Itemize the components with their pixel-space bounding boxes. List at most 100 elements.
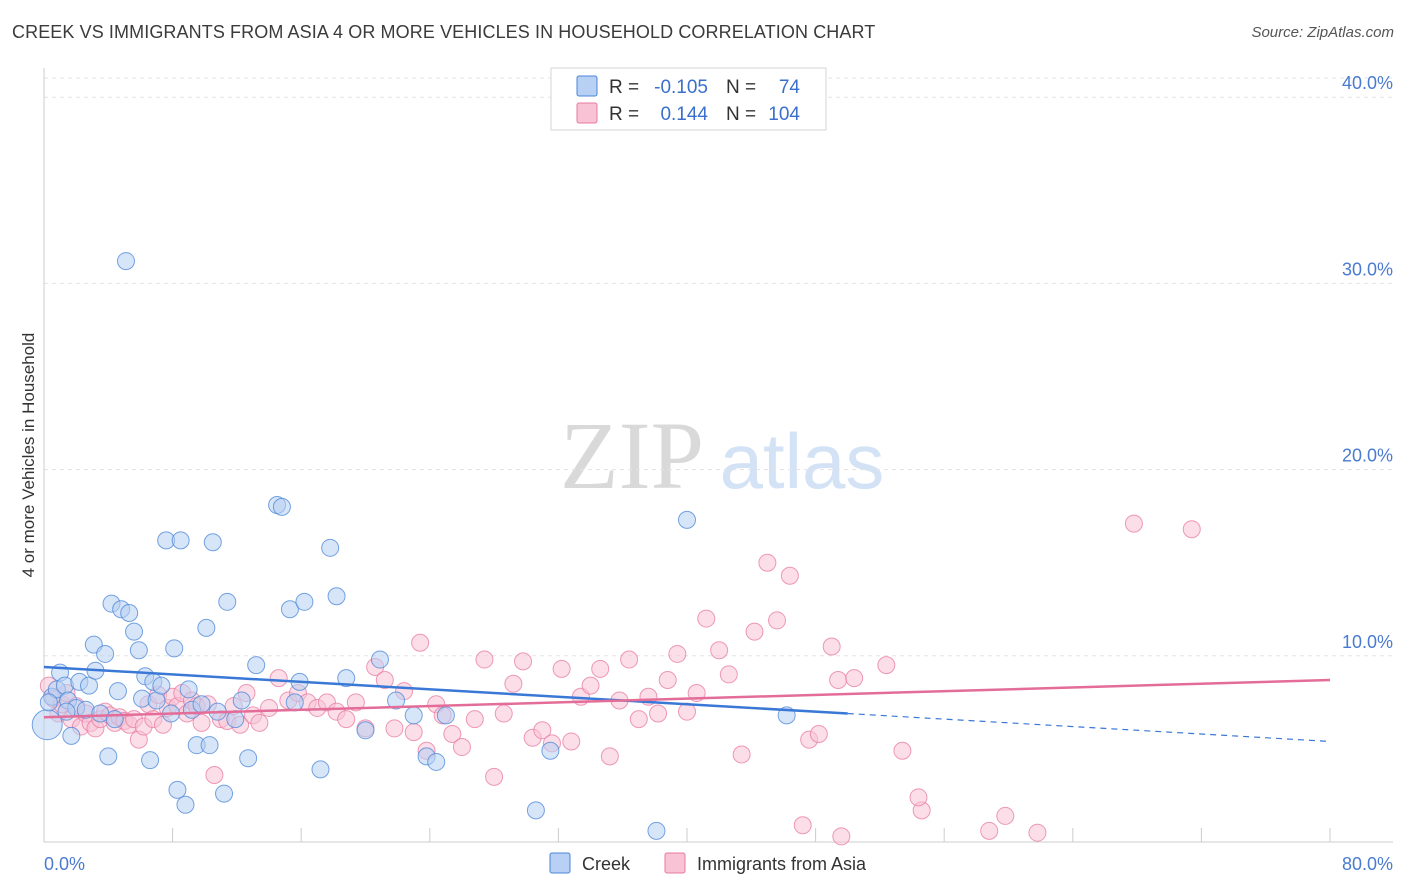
- creek-point: [168, 780, 187, 799]
- asia-point: [980, 821, 999, 840]
- creek-point: [526, 801, 545, 820]
- creek-point: [356, 721, 375, 740]
- legend-creek-r-value: -0.105: [654, 77, 708, 98]
- asia-point: [562, 732, 581, 751]
- creek-point: [125, 622, 144, 641]
- creek-point: [272, 497, 291, 516]
- creek-point: [99, 747, 118, 766]
- asia-point: [649, 704, 668, 723]
- asia-point: [375, 671, 394, 690]
- y-tick-labels: 10.0% 20.0% 30.0% 40.0%: [1342, 73, 1393, 652]
- asia-point: [385, 719, 404, 738]
- creek-point: [239, 749, 258, 768]
- asia-point: [533, 721, 552, 740]
- creek-point: [311, 760, 330, 779]
- creek-point: [165, 639, 184, 658]
- creek-point: [116, 252, 135, 271]
- asia-point: [600, 747, 619, 766]
- asia-point: [629, 710, 648, 729]
- asia-point: [260, 698, 279, 717]
- creek-point: [541, 741, 560, 760]
- creek-point: [427, 752, 446, 771]
- creek-point: [176, 795, 195, 814]
- asia-point: [250, 713, 269, 732]
- y-tick-label-20: 20.0%: [1342, 446, 1393, 466]
- legend-creek-n-value: 74: [779, 77, 801, 98]
- asia-point: [552, 659, 571, 678]
- axes: [43, 68, 1393, 843]
- asia-point: [475, 650, 494, 669]
- creek-point: [120, 603, 139, 622]
- asia-point: [494, 704, 513, 723]
- asia-point: [514, 652, 533, 671]
- bottom-legend-creek-label: Creek: [582, 854, 631, 874]
- legend: R = -0.105 N = 74 R = 0.144 N = 104: [550, 67, 827, 131]
- asia-point: [452, 738, 471, 757]
- creek-points: [31, 252, 796, 840]
- creek-point: [31, 709, 63, 741]
- legend-asia-r-label: R =: [609, 104, 639, 125]
- asia-point: [443, 725, 462, 744]
- creek-point: [327, 587, 346, 606]
- y-tick-label-30: 30.0%: [1342, 259, 1393, 279]
- trend-lines: [43, 665, 1331, 743]
- asia-point: [581, 676, 600, 695]
- asia-point: [591, 659, 610, 678]
- legend-asia-n-label: N =: [726, 104, 756, 125]
- asia-point: [809, 725, 828, 744]
- asia-point: [465, 710, 484, 729]
- asia-point: [877, 656, 896, 675]
- creek-point: [192, 695, 211, 714]
- creek-point: [226, 710, 245, 729]
- asia-point: [719, 665, 738, 684]
- creek-trend-line: [43, 665, 848, 715]
- x-tick-max: 80.0%: [1342, 854, 1393, 874]
- asia-point: [1028, 823, 1047, 842]
- asia-point: [404, 723, 423, 742]
- creek-point: [280, 600, 299, 619]
- asia-point: [346, 693, 365, 712]
- watermark-atlas: atlas: [720, 417, 885, 505]
- legend-creek-r-label: R =: [609, 77, 639, 98]
- creek-point: [141, 751, 160, 770]
- asia-point: [793, 816, 812, 835]
- creek-point: [129, 641, 148, 660]
- legend-creek-swatch: [576, 75, 598, 97]
- bottom-legend-creek-swatch: [549, 852, 571, 874]
- asia-point: [745, 622, 764, 641]
- creek-point: [218, 592, 237, 611]
- asia-point: [768, 611, 787, 630]
- creek-point: [171, 531, 190, 550]
- creek-trend-extension: [847, 712, 1331, 743]
- legend-asia-swatch: [576, 102, 598, 124]
- creek-point: [62, 726, 81, 745]
- creek-point: [197, 618, 216, 637]
- asia-point: [732, 745, 751, 764]
- asia-points: [39, 514, 1201, 846]
- asia-point: [411, 633, 430, 652]
- asia-point: [485, 767, 504, 786]
- asia-point: [620, 650, 639, 669]
- asia-point: [337, 710, 356, 729]
- creek-point: [337, 669, 356, 688]
- creek-point: [96, 644, 115, 663]
- asia-point: [205, 765, 224, 784]
- asia-point: [1124, 514, 1143, 533]
- creek-point: [105, 710, 124, 729]
- asia-point: [269, 669, 288, 688]
- creek-point: [203, 533, 222, 552]
- asia-point: [697, 609, 716, 628]
- asia-point: [758, 553, 777, 572]
- asia-point: [909, 788, 928, 807]
- chart-title: CREEK VS IMMIGRANTS FROM ASIA 4 OR MORE …: [12, 22, 876, 42]
- creek-point: [678, 510, 696, 529]
- asia-point: [845, 669, 864, 688]
- creek-point: [295, 592, 314, 611]
- creek-point: [80, 676, 99, 695]
- legend-creek-n-label: N =: [726, 77, 756, 98]
- asia-point: [504, 674, 523, 693]
- asia-point: [658, 671, 677, 690]
- creek-point: [387, 691, 406, 710]
- grid-lines: [44, 77, 1393, 657]
